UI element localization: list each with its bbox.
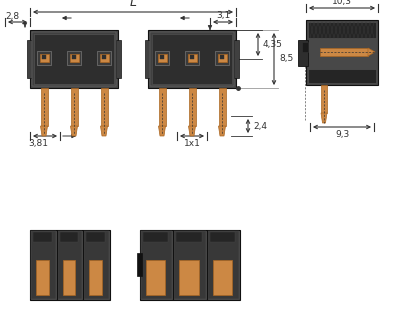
Bar [188, 88, 196, 126]
Bar [140, 230, 240, 300]
Bar [158, 54, 167, 62]
Bar [34, 34, 114, 84]
Bar [60, 232, 78, 242]
Polygon shape [218, 126, 226, 136]
Bar [218, 88, 226, 126]
Bar [185, 51, 199, 65]
Bar [145, 40, 150, 78]
Bar [208, 231, 239, 299]
Bar [89, 260, 102, 295]
Text: 4,35: 4,35 [263, 40, 283, 49]
Bar [102, 55, 106, 59]
Bar [179, 260, 199, 295]
Bar [146, 260, 165, 295]
Polygon shape [158, 126, 166, 136]
Bar [176, 232, 202, 242]
Bar [67, 51, 81, 65]
Bar [152, 34, 232, 84]
Text: 2,4: 2,4 [253, 121, 267, 131]
Bar [190, 55, 194, 59]
Text: 2,8: 2,8 [5, 12, 19, 21]
Text: 3,1: 3,1 [216, 11, 230, 20]
Polygon shape [70, 126, 78, 136]
Bar [160, 55, 164, 59]
Bar [298, 40, 308, 66]
Bar [220, 55, 224, 59]
Bar [188, 54, 197, 62]
Bar [42, 55, 46, 59]
Bar [155, 51, 169, 65]
Bar [30, 230, 110, 300]
Bar [148, 30, 236, 88]
Text: 1x1: 1x1 [184, 139, 200, 148]
Bar [210, 232, 235, 242]
Bar [174, 231, 206, 299]
Bar [100, 88, 108, 126]
Polygon shape [188, 126, 196, 136]
Bar [150, 32, 234, 86]
Bar [320, 48, 368, 56]
Bar [63, 260, 75, 295]
Bar [31, 231, 56, 299]
Text: L: L [130, 0, 136, 9]
Bar [218, 54, 227, 62]
Bar [308, 22, 376, 38]
Bar [32, 32, 116, 86]
Bar [143, 232, 168, 242]
Bar [306, 20, 378, 85]
Bar [116, 40, 121, 78]
Bar [84, 231, 109, 299]
Bar [33, 232, 52, 242]
Polygon shape [40, 126, 48, 136]
Bar [215, 51, 229, 65]
Bar [137, 253, 142, 276]
Text: 9,3: 9,3 [335, 130, 349, 139]
Bar [30, 30, 118, 88]
Bar [234, 40, 239, 78]
Bar [302, 42, 308, 52]
Bar [86, 232, 105, 242]
Bar [308, 69, 376, 83]
Bar [36, 260, 49, 295]
Bar [70, 88, 78, 126]
Bar [37, 51, 51, 65]
Bar [72, 55, 76, 59]
Bar [321, 85, 327, 113]
Text: 10,3: 10,3 [332, 0, 352, 6]
Text: 3,81: 3,81 [28, 139, 48, 148]
Text: 8,5: 8,5 [279, 55, 293, 63]
Polygon shape [321, 113, 327, 123]
Bar [70, 54, 79, 62]
Bar [97, 51, 111, 65]
Bar [158, 88, 166, 126]
Bar [40, 54, 49, 62]
Bar [58, 231, 82, 299]
Bar [213, 260, 232, 295]
Bar [141, 231, 172, 299]
Polygon shape [368, 48, 375, 56]
Bar [34, 34, 114, 84]
Bar [27, 40, 32, 78]
Bar [100, 54, 109, 62]
Bar [40, 88, 48, 126]
Polygon shape [100, 126, 108, 136]
